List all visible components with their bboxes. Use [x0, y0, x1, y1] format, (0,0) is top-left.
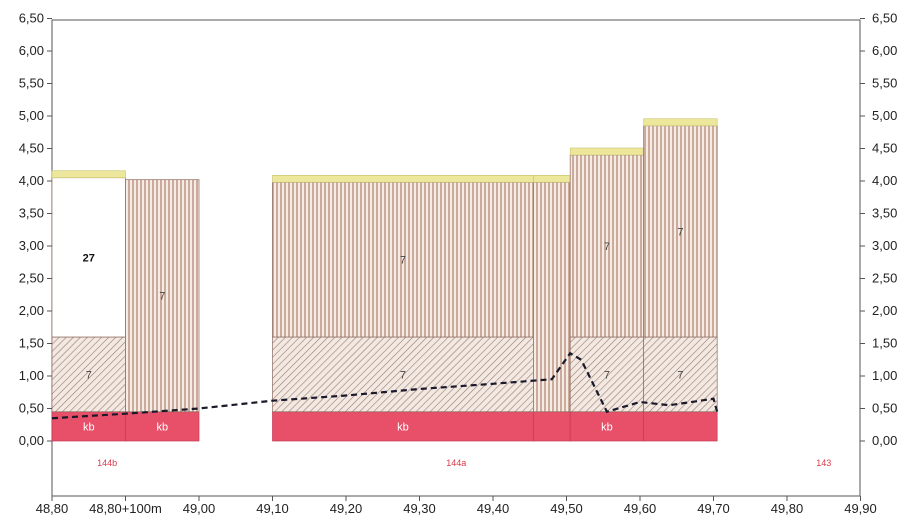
x-tick-label: 49,90 [844, 501, 877, 516]
x-tick-label: 49,70 [697, 501, 730, 516]
layer-label-2-1: 7 [400, 369, 406, 381]
y-tick-right-label: 4,00 [872, 173, 897, 188]
layer-kb-5-0 [643, 411, 718, 442]
y-tick-right-label: 1,50 [872, 336, 897, 351]
y-tick-left-label: 0,00 [19, 433, 44, 448]
y-tick-right-label: 2,50 [872, 271, 897, 286]
layer-label-2-0: kb [397, 421, 409, 433]
cap-layer-2 [272, 175, 534, 183]
groundwater-line [51, 351, 719, 420]
y-tick-left-label: 0,50 [19, 401, 44, 416]
cap-layer-5 [643, 118, 718, 127]
section-label-2: 143 [816, 458, 831, 468]
x-tick-label: 49,10 [256, 501, 289, 516]
x-tick-label: 49,80 [771, 501, 804, 516]
axes: 0,00 0,00 0,50 0,50 1,00 1,00 1,50 1,50 2,00 2,00… [19, 11, 898, 517]
y-tick-right-label: 5,50 [872, 76, 897, 91]
x-tick-label: 48,80 [36, 501, 69, 516]
layer-columns [51, 118, 718, 442]
y-tick-left-label: 6,50 [19, 11, 44, 26]
y-tick-left-label: 3,50 [19, 206, 44, 221]
dashed-line [51, 351, 719, 420]
layer-label-1-0: kb [156, 421, 168, 433]
y-tick-right-label: 1,00 [872, 368, 897, 383]
layer-diag-2-1 [272, 336, 534, 413]
y-tick-right-label: 0,00 [872, 433, 897, 448]
layer-label-0-1: 7 [86, 369, 92, 381]
layer-kb-3-0 [533, 411, 571, 442]
y-tick-left-label: 1,50 [19, 336, 44, 351]
layer-label-1-1: 7 [159, 291, 165, 303]
x-tick-label: 49,20 [330, 501, 363, 516]
y-tick-left-label: 4,50 [19, 141, 44, 156]
cap-layer-3 [533, 175, 571, 183]
y-tick-left-label: 2,00 [19, 303, 44, 318]
x-tick-label: 49,40 [477, 501, 510, 516]
y-tick-left-label: 6,00 [19, 43, 44, 58]
y-tick-left-label: 2,50 [19, 271, 44, 286]
y-tick-left-label: 5,00 [19, 108, 44, 123]
section-label-0: 144b [97, 458, 117, 468]
layer-kb-1-0 [125, 411, 200, 442]
layer-kb-2-0 [272, 411, 534, 442]
y-tick-right-label: 3,00 [872, 238, 897, 253]
layer-label-4-1: 7 [604, 369, 610, 381]
y-tick-left-label: 1,00 [19, 368, 44, 383]
y-tick-left-label: 4,00 [19, 173, 44, 188]
y-tick-right-label: 5,00 [872, 108, 897, 123]
layer-vert-4-2 [569, 154, 645, 338]
layer-label-4-0: kb [601, 421, 613, 433]
layer-label-0-0: kb [83, 421, 95, 433]
y-tick-right-label: 0,50 [872, 401, 897, 416]
x-tick-label: 49,60 [624, 501, 657, 516]
layer-label-0-2: 27 [83, 252, 95, 264]
y-tick-right-label: 4,50 [872, 141, 897, 156]
y-tick-left-label: 5,50 [19, 76, 44, 91]
x-tick-label: 49,00 [183, 501, 216, 516]
layer-vert-5-2 [643, 125, 718, 338]
x-tick-label: 49,30 [403, 501, 436, 516]
y-tick-right-label: 6,50 [872, 11, 897, 26]
layer-label-4-2: 7 [604, 241, 610, 253]
y-tick-left-label: 3,00 [19, 238, 44, 253]
layer-label-2-2: 7 [400, 255, 406, 267]
cap-layer-4 [569, 147, 644, 156]
layer-diag-4-1 [569, 336, 645, 413]
layer-diag-0-1 [51, 336, 126, 413]
x-tick-label: 49,50 [550, 501, 583, 516]
y-tick-right-label: 3,50 [872, 206, 897, 221]
layer-vert-3-1 [533, 181, 571, 413]
x-tick-label: 48,80+100m [89, 501, 162, 516]
layer-label-5-1: 7 [677, 369, 683, 381]
layer-label-5-2: 7 [677, 226, 683, 238]
cap-layer-0 [51, 170, 126, 179]
y-tick-right-label: 6,00 [872, 43, 897, 58]
section-label-1: 144a [446, 458, 466, 468]
layer-vert-2-2 [272, 181, 534, 338]
layer-labels: kb 7 27 kb 7 kb 7 7 kb 7 7 7 7 144b 144a 143 [83, 226, 832, 468]
layer-kb-4-0 [569, 411, 645, 442]
y-tick-right-label: 2,00 [872, 303, 897, 318]
